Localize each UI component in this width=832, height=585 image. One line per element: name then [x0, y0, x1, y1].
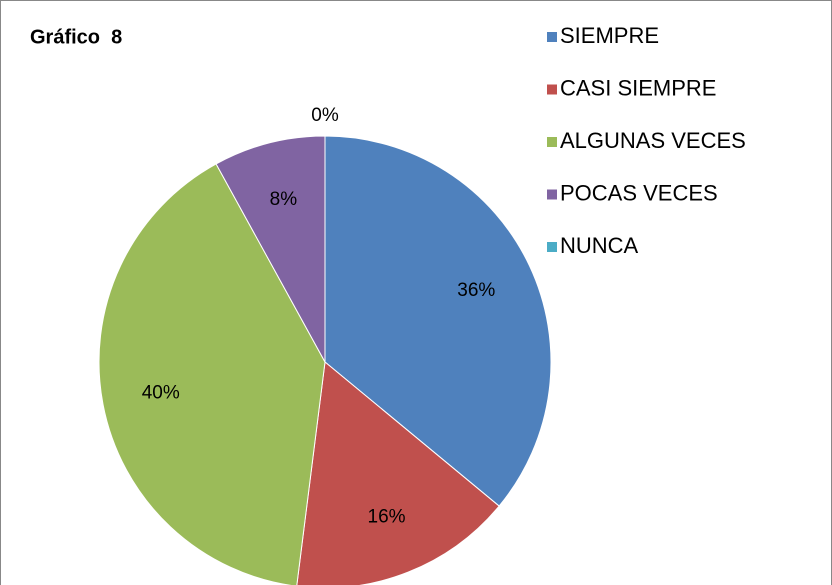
chart-title: Gráfico 8	[30, 26, 122, 48]
pie-slice	[324, 135, 552, 507]
legend-label: ALGUNAS VECES	[560, 128, 746, 153]
data-label: 40%	[142, 382, 180, 403]
legend-label: SIEMPRE	[560, 23, 659, 48]
legend-swatch	[547, 32, 557, 42]
data-label: 8%	[270, 189, 298, 210]
legend-label: POCAS VECES	[560, 180, 718, 205]
data-label: 0%	[311, 105, 339, 126]
pie-slice	[215, 135, 326, 363]
legend-swatch	[547, 189, 557, 200]
data-label: 16%	[368, 507, 406, 528]
legend-label: NUNCA	[560, 233, 639, 258]
legend-label: CASI SIEMPRE	[560, 75, 716, 100]
data-label: 36%	[457, 280, 495, 301]
pie-slice	[98, 163, 326, 585]
pie-slice	[296, 361, 500, 585]
legend-swatch	[547, 84, 557, 95]
legend-swatch	[547, 242, 557, 252]
legend-swatch	[547, 137, 557, 147]
